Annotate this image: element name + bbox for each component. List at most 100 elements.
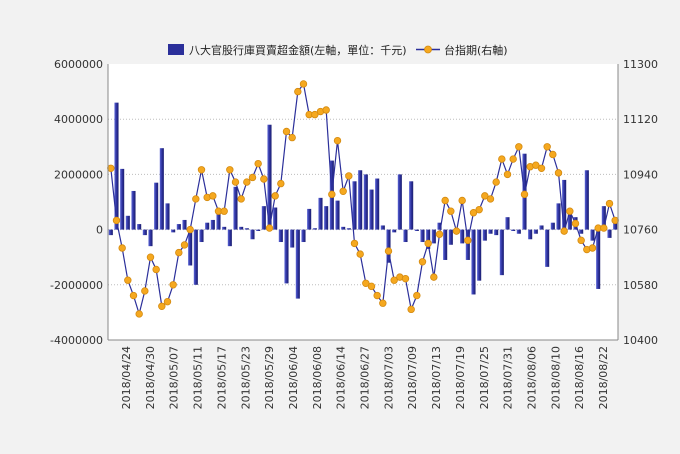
line-point [124, 276, 132, 284]
legend: 八大官股行庫買賣超金額(左軸，單位：千元) 台指期(右軸) [168, 43, 508, 57]
right-tick-label: 11120 [623, 113, 658, 126]
x-tick-label: 2018/05/11 [192, 346, 205, 409]
line-point [118, 244, 126, 252]
bar [420, 229, 425, 243]
bar [607, 229, 612, 238]
line-point [112, 216, 121, 225]
line-point [413, 291, 421, 300]
x-tick-label: 2018/08/10 [549, 346, 562, 409]
right-tick-label: 10400 [623, 334, 658, 347]
line-point [339, 187, 347, 195]
line-point [430, 273, 438, 281]
bar [278, 229, 283, 243]
bar [216, 211, 221, 230]
line-point [543, 143, 551, 151]
line-point [299, 80, 308, 88]
bar [369, 189, 374, 230]
line-markers [107, 80, 619, 318]
line-point [260, 175, 268, 183]
bar [199, 229, 204, 243]
x-tick-label: 2018/07/25 [478, 346, 491, 409]
line-point [588, 244, 597, 252]
x-tick-label: 2018/07/03 [382, 346, 395, 409]
line-point [180, 241, 189, 249]
line-point [537, 164, 546, 172]
bar [193, 229, 198, 285]
line-point [611, 216, 619, 225]
line-point [441, 196, 449, 205]
line-point [447, 207, 455, 215]
bar [131, 190, 136, 230]
bar [159, 148, 164, 230]
bar [335, 200, 340, 230]
legend-line-label: 台指期(右軸) [444, 43, 508, 57]
bar [125, 215, 130, 230]
bar [244, 228, 249, 230]
bar [222, 226, 227, 230]
line-point [498, 155, 506, 163]
line-point [146, 253, 155, 261]
bar [256, 229, 261, 231]
bar [556, 203, 561, 230]
bar [426, 229, 431, 249]
left-tick-label: 2000000 [54, 168, 103, 181]
bar [437, 222, 442, 230]
x-tick-label: 2018/06/08 [311, 346, 324, 409]
left-tick-label: 0 [96, 224, 103, 237]
line-point [577, 236, 585, 245]
line-point [407, 305, 415, 314]
right-tick-label: 10580 [623, 279, 658, 292]
line-point [237, 195, 245, 203]
line-point [458, 196, 466, 205]
bar [318, 197, 323, 230]
line-point [452, 227, 461, 235]
bar [182, 219, 187, 230]
x-tick-label: 2018/05/17 [215, 346, 228, 409]
line-point [243, 178, 251, 186]
bar [301, 229, 306, 243]
right-tick-label: 10760 [623, 224, 658, 237]
line-point [192, 195, 200, 203]
right-tick-label: 11300 [623, 58, 658, 71]
left-tick-label: -4000000 [50, 334, 103, 347]
line-point [554, 169, 563, 177]
line-point [186, 225, 194, 234]
bar [273, 207, 278, 230]
legend-bar-swatch [168, 44, 184, 55]
line-point [560, 227, 568, 235]
bar [267, 124, 272, 230]
bar [516, 229, 521, 234]
line-point [390, 276, 398, 284]
x-tick-label: 2018/05/23 [239, 346, 252, 409]
bar [601, 206, 606, 230]
bar [403, 229, 408, 243]
line-point [464, 236, 472, 245]
line-point [532, 161, 540, 169]
bar [539, 225, 544, 230]
legend-bar-label: 八大官股行庫買賣超金額(左軸，單位：千元) [189, 43, 407, 57]
bar [176, 224, 181, 230]
line-point [600, 224, 608, 232]
bar [550, 222, 555, 230]
bar [494, 229, 499, 236]
bar [210, 219, 215, 230]
plot-area [108, 64, 618, 340]
bar [579, 229, 584, 234]
x-tick-label: 2018/07/31 [502, 346, 515, 409]
line-point [350, 239, 359, 248]
line-point [135, 310, 143, 318]
bar [188, 229, 193, 266]
bar [205, 222, 210, 230]
line-point [141, 287, 149, 295]
bar [154, 182, 159, 230]
bar [386, 229, 391, 263]
line-point [475, 205, 483, 214]
x-tick-label: 2018/04/24 [120, 346, 133, 409]
bar [613, 222, 618, 230]
bar [108, 229, 113, 236]
line-point [175, 248, 183, 257]
x-tick-label: 2018/07/09 [406, 346, 419, 409]
bar [482, 229, 487, 241]
bar [346, 228, 351, 230]
